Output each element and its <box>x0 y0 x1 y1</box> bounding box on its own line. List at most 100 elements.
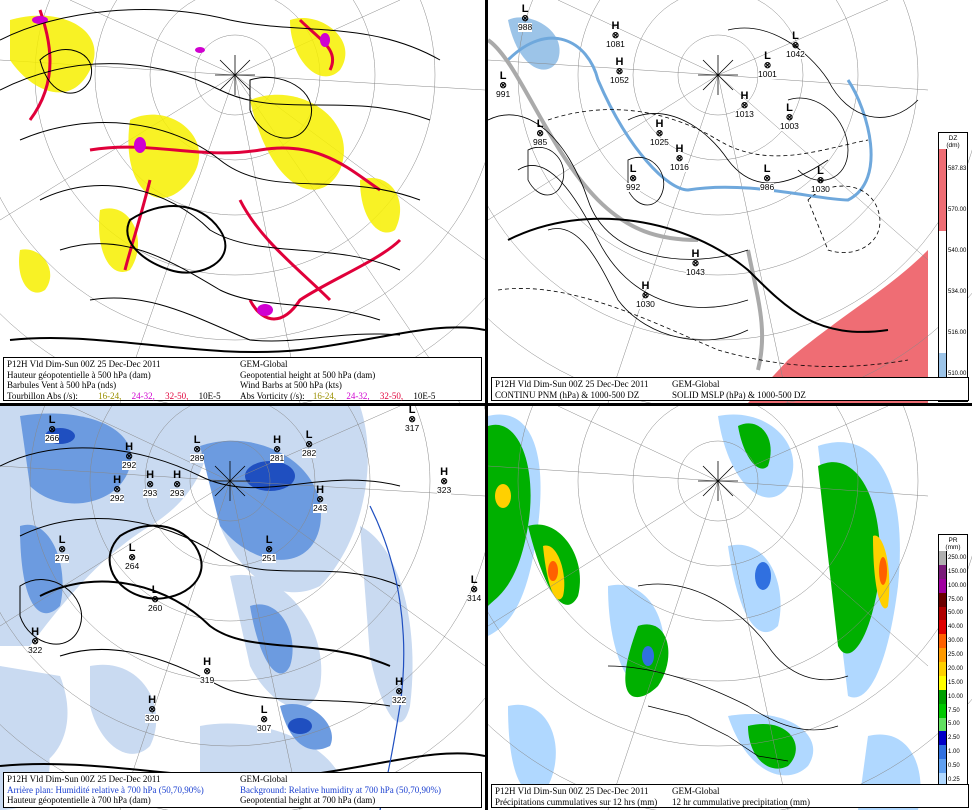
high-center-marker: H ⊗ 1081 <box>606 20 625 49</box>
colorbar-swatch <box>939 675 947 690</box>
caption-left: P12H Vld Dim-Sun 00Z 25 Dec-Dec 2011 CON… <box>495 379 725 400</box>
low-center-marker: L ⊗ 986 <box>760 164 775 192</box>
caption-line: Précipitations cummulatives sur 12 hrs (… <box>495 796 658 807</box>
legend-yellow: 16-24, <box>312 390 337 401</box>
colorbar-thickness: DZ (dm) 587.83 570.00 540.00 534.00 516.00 510… <box>938 132 968 402</box>
caption-line: P12H Vld Dim-Sun 00Z 25 Dec-Dec 2011 <box>7 359 161 369</box>
legend-line: Abs Vorticity (/s): 16-24, 24-32, 32-50,… <box>240 391 485 402</box>
caption-line: Arrière plan: Humidité relative à 700 hP… <box>7 784 204 795</box>
colorbar-tick-label: 534.00 <box>948 288 967 295</box>
caption-line: Hauteur géopotentielle à 700 hPa (dam) <box>7 795 151 805</box>
center-value: 307 <box>257 723 272 733</box>
center-value: 314 <box>467 593 482 603</box>
center-letter: L <box>792 30 799 42</box>
center-letter: H <box>691 248 700 260</box>
colorbar-tick-label: 20.00 <box>948 665 964 672</box>
center-value: 1052 <box>610 75 629 85</box>
center-symbol-icon: ⊗ <box>675 153 684 163</box>
high-center-marker: H ⊗ 319 <box>200 657 215 685</box>
center-symbol-icon: ⊗ <box>58 544 66 554</box>
colorbar-swatch <box>939 592 947 607</box>
center-letter: L <box>817 165 824 177</box>
high-center-marker: H ⊗ 1052 <box>610 57 629 85</box>
center-symbol-icon: ⊗ <box>305 439 313 449</box>
caption-line: GEM-Global <box>672 786 720 796</box>
low-center-marker: L ⊗ 991 <box>496 71 511 99</box>
caption-line: Barbules Vent à 500 hPa (nds) <box>7 380 117 390</box>
colorbar-step: 516.00 <box>939 312 967 354</box>
panel-700hpa: L ⊗ 266 H ⊗ 292 H ⊗ 292 H ⊗ 293 H ⊗ 293 L ⊗ 289 H ⊗ 281 L ⊗ 282… <box>0 406 485 810</box>
caption-right: GEM-Global Geopotential height at 500 hP… <box>240 359 485 401</box>
center-letter: H <box>740 90 749 102</box>
center-letter: L <box>764 50 771 62</box>
colorbar-step: 1.00 <box>939 745 967 760</box>
legend-line: Tourbillon Abs (/s): 16-24, 24-32, 32-50… <box>7 391 237 402</box>
colorbar-tick-label: 15.00 <box>948 679 964 686</box>
center-value: 320 <box>145 713 160 723</box>
colorbar-swatch <box>939 578 947 593</box>
center-symbol-icon: ⊗ <box>48 424 56 434</box>
colorbar-tick-label: 150.00 <box>948 568 967 575</box>
height-contours <box>0 9 485 354</box>
high-center-marker: H ⊗ 1025 <box>650 118 669 147</box>
rh-90 <box>45 428 312 734</box>
legend-red: 32-50, <box>379 390 404 401</box>
center-symbol-icon: ⊗ <box>151 594 159 604</box>
colorbar-tick-label: 5.00 <box>948 721 960 728</box>
center-letter: H <box>655 118 664 130</box>
center-value: 322 <box>392 695 407 705</box>
colorbar-scale: 250.00 150.00 100.00 75.00 50.00 40.00 30.00 25… <box>939 551 967 801</box>
center-symbol-icon: ⊗ <box>395 686 403 696</box>
map-500hpa <box>0 0 485 403</box>
low-center-marker: L ⊗ 985 <box>533 119 548 147</box>
colorbar-step: 25.00 <box>939 648 967 662</box>
center-value: 992 <box>626 182 641 192</box>
caption-line: 12 hr cummulative precipitation (mm) <box>672 796 810 807</box>
low-center-marker: L ⊗ 260 <box>148 585 163 613</box>
high-center-marker: H ⊗ 1043 <box>686 248 705 277</box>
center-symbol-icon: ⊗ <box>260 714 268 724</box>
center-value: 293 <box>170 488 185 498</box>
colorbar-step: 40.00 <box>939 620 967 635</box>
center-value: 1001 <box>758 69 777 79</box>
panel-precip: PR (mm) 250.00 150.00 100.00 75.00 50.00 40.00… <box>488 406 972 810</box>
panel-mslp: L ⊗ 988 H ⊗ 1081 H ⊗ 1052 L ⊗ 991 L ⊗ 985 H ⊗ 1025 L ⊗ 1003 L… <box>488 0 972 403</box>
colorbar-tick-label: 75.00 <box>948 596 964 603</box>
high-center-marker: H ⊗ 1013 <box>735 90 754 119</box>
center-value: 1030 <box>636 299 655 309</box>
center-symbol-icon: ⊗ <box>408 414 416 424</box>
low-center-marker: L ⊗ 317 <box>405 406 420 433</box>
colorbar-swatch <box>939 620 947 635</box>
vorticity-magenta <box>32 16 330 316</box>
center-symbol-icon: ⊗ <box>740 100 749 110</box>
panel-divider-horizontal <box>0 403 972 406</box>
low-center-marker: L ⊗ 992 <box>626 164 641 192</box>
colorbar-step: 510.00 <box>939 353 967 394</box>
center-letter: L <box>58 534 66 546</box>
high-center-marker: H ⊗ 292 <box>110 475 125 503</box>
center-value: 293 <box>143 488 158 498</box>
colorbar-tick-label: 570.00 <box>948 207 967 214</box>
center-symbol-icon: ⊗ <box>629 173 637 183</box>
colorbar-step: 100.00 <box>939 578 967 593</box>
low-center-marker: L ⊗ 314 <box>467 575 482 603</box>
colorbar-step: 250.00 <box>939 551 967 565</box>
center-symbol-icon: ⊗ <box>125 451 133 461</box>
center-value: 986 <box>760 182 775 192</box>
high-center-marker: H ⊗ 320 <box>145 695 160 723</box>
legend-red: 32-50, <box>165 390 189 401</box>
colorbar-step: 0.50 <box>939 759 967 773</box>
center-letter: H <box>611 20 620 32</box>
colorbar-step: 587.83 <box>939 149 967 190</box>
center-value: 260 <box>148 603 163 613</box>
colorbar-tick-label: 540.00 <box>948 248 967 255</box>
caption-line: Geopotential height at 700 hPa (dam) <box>240 795 376 805</box>
caption-mslp: P12H Vld Dim-Sun 00Z 25 Dec-Dec 2011 CON… <box>491 377 969 401</box>
thickness-540-line <box>506 36 873 202</box>
map-700hpa <box>0 406 485 810</box>
center-value: 317 <box>405 423 420 433</box>
colorbar-step: 10.00 <box>939 689 967 704</box>
caption-line: Geopotential height at 500 hPa (dam) <box>240 369 376 380</box>
thickness-warm-fill <box>748 250 928 403</box>
precip-blue <box>642 562 771 666</box>
